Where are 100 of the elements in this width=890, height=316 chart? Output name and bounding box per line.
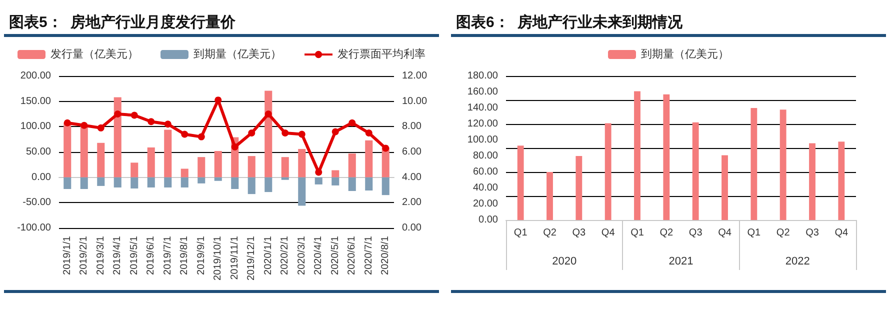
point (315, 168, 322, 176)
x-tick-label: 2019/9/1 (196, 236, 207, 275)
x-tick-label: 2020/3/1 (296, 236, 308, 275)
x-tick-label: 2020/2/1 (280, 236, 291, 275)
y2-tick-label: 4.00 (402, 172, 422, 183)
bar (97, 142, 105, 178)
x-tick-label: 2019/7/1 (162, 236, 174, 275)
bar (264, 90, 272, 178)
x-tick-label: Q1 (514, 228, 528, 238)
bar (332, 170, 340, 178)
bar (198, 177, 206, 184)
x-tick-label: 2019/1/1 (62, 236, 73, 275)
x-tick-label: Q1 (630, 228, 644, 238)
y-tick-label: 100.00 (20, 121, 52, 132)
bar (692, 122, 699, 220)
point (248, 130, 256, 136)
bar (750, 108, 758, 220)
bar (130, 162, 138, 178)
bar (722, 155, 728, 220)
x-tick-label: Q4 (718, 228, 732, 238)
y-tick-label: 140.00 (467, 102, 498, 114)
legend-label: 发行量（亿美元） (50, 48, 138, 60)
x-tick-label: Q2 (543, 228, 557, 238)
x-tick-label: Q1 (747, 228, 762, 238)
bar (365, 140, 373, 178)
x-tick-label: 2020/6/1 (346, 236, 358, 275)
x-tick-label: Q2 (660, 228, 674, 238)
bar (281, 157, 289, 178)
bar (576, 156, 582, 220)
x-tick-label: Q4 (834, 228, 849, 238)
bar (348, 154, 356, 178)
bar (332, 177, 340, 186)
x-tick-label: Q3 (572, 228, 586, 238)
bar (780, 110, 786, 220)
bar (130, 177, 138, 188)
y-tick-label: -50.00 (22, 197, 52, 208)
x-tick-label: Q4 (601, 228, 616, 238)
point (198, 133, 205, 140)
x-tick-label: 2019/4/1 (112, 236, 124, 275)
point (97, 124, 104, 132)
y-tick-label: 200.00 (20, 70, 52, 82)
x-tick-label: 2019/12/1 (246, 236, 258, 280)
y2-tick-label: 12.00 (402, 70, 428, 82)
point (231, 143, 238, 150)
y-tick-label: 40.00 (472, 182, 498, 194)
bar (64, 177, 72, 189)
y-tick-label: 150.00 (20, 96, 52, 107)
bar (180, 168, 188, 178)
y-tick-label: 160.00 (467, 86, 498, 98)
y-tick-label: 50.00 (26, 146, 52, 158)
legend-label: 发行票面平均利率 (338, 48, 426, 60)
x-tick-label: 2020/5/1 (330, 236, 341, 275)
y2-tick-label: 6.00 (402, 146, 422, 158)
text: 2020 (552, 256, 577, 268)
bar (80, 124, 88, 178)
y2-tick-label: 8.00 (402, 121, 422, 132)
point (64, 119, 71, 126)
x-tick-label: 2019/6/1 (146, 236, 157, 275)
y-tick-label: 20.00 (472, 198, 498, 210)
bar (214, 150, 222, 178)
point (298, 130, 306, 138)
bar (180, 177, 188, 188)
bar (147, 147, 155, 178)
bar (114, 97, 122, 178)
bar (348, 177, 356, 192)
point (114, 110, 122, 118)
legend-label: 到期量（亿美元） (194, 48, 282, 60)
point (181, 130, 188, 138)
point (264, 110, 272, 118)
bar (314, 177, 322, 184)
y-tick-label: 80.00 (472, 150, 498, 162)
bar (809, 143, 816, 220)
x-tick-label: 2019/2/1 (78, 236, 90, 275)
x-tick-label: Q2 (776, 228, 790, 238)
bar (198, 157, 206, 178)
chart-title: 图表5： 房地产行业月度发行量价 (9, 13, 237, 31)
x-tick-label: 2019/3/1 (95, 236, 106, 275)
y2-tick-label: 0.00 (402, 222, 422, 234)
y2-tick-label: 2.00 (402, 197, 422, 208)
y-tick-label: 0.00 (32, 172, 52, 183)
bar (281, 177, 289, 180)
point (282, 130, 289, 136)
legend-label: 到期量（亿美元） (641, 48, 729, 60)
bar (298, 177, 306, 206)
y-tick-label: 60.00 (472, 166, 498, 178)
point (80, 122, 88, 129)
bar (248, 156, 256, 178)
point (164, 120, 172, 128)
bar (382, 177, 390, 196)
bar (147, 177, 155, 188)
chart-title: 图表6： 房地产行业未来到期情况 (456, 13, 684, 31)
bar (64, 122, 72, 178)
x-tick-label: Q3 (806, 228, 820, 238)
bar (517, 146, 524, 220)
point (365, 130, 372, 136)
bar (298, 148, 306, 178)
y-tick-label: 120.00 (467, 118, 498, 130)
bar (663, 94, 670, 220)
x-tick-label: Q3 (688, 228, 703, 238)
text: 2021 (668, 256, 694, 268)
